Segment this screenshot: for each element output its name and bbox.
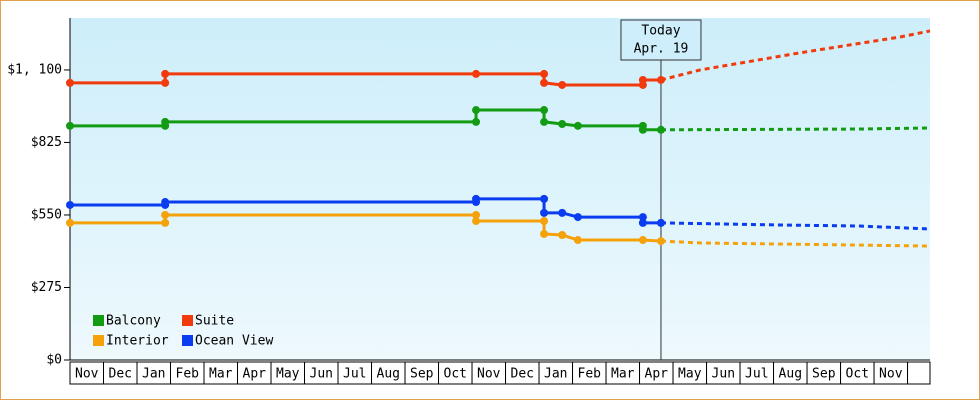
y-tick-label: $1, 100	[7, 62, 62, 77]
x-tick-label: Jun	[712, 367, 735, 382]
y-tick-label: $0	[46, 353, 62, 368]
point	[66, 200, 74, 209]
point	[540, 106, 549, 115]
x-tick-label: Nov	[477, 367, 501, 382]
point	[540, 229, 549, 238]
point	[161, 69, 170, 78]
point	[573, 236, 582, 245]
legend-label: Interior	[106, 334, 169, 349]
forecast-line	[660, 29, 931, 82]
point	[472, 106, 481, 115]
x-tick-label: Oct	[444, 367, 467, 382]
y-tick-label: $550	[31, 207, 62, 222]
x-tick-label: Oct	[846, 367, 869, 382]
x-tick-label: Dec	[109, 367, 132, 382]
x-tick-label: Nov	[75, 367, 99, 382]
point	[472, 117, 481, 126]
point	[472, 194, 481, 203]
point	[472, 210, 481, 219]
point	[540, 69, 549, 78]
x-tick-label: Jul	[745, 367, 768, 382]
point	[573, 121, 582, 130]
x-tick-label: Jan	[142, 367, 165, 382]
legend-swatch	[182, 315, 193, 326]
point	[472, 217, 481, 226]
legend-label: Suite	[195, 314, 234, 329]
x-tick-label: May	[276, 367, 300, 382]
point	[540, 217, 549, 226]
legend-swatch	[93, 315, 104, 326]
y-tick-label: $825	[31, 135, 62, 150]
point	[161, 210, 170, 219]
point	[161, 78, 170, 87]
forecast-line	[660, 239, 931, 248]
point	[558, 208, 567, 217]
x-tick-label: Apr	[645, 367, 669, 382]
x-tick-label: Mar	[611, 367, 635, 382]
forecast-line	[660, 126, 931, 132]
x-tick-label: Feb	[176, 367, 200, 382]
y-tick-label: $275	[31, 280, 62, 295]
point	[638, 218, 647, 227]
x-tick-label: Jun	[310, 367, 333, 382]
annotation: Today	[641, 24, 680, 39]
point	[656, 237, 665, 246]
x-tick-label: Dec	[511, 367, 534, 382]
point	[656, 75, 665, 84]
annotation: Apr. 19	[634, 42, 689, 57]
point	[540, 194, 549, 203]
x-tick-label: Feb	[578, 367, 602, 382]
x-tick-label: Sep	[410, 367, 434, 382]
x-tick-label: Aug	[377, 367, 400, 382]
point	[161, 117, 170, 126]
point	[638, 125, 647, 134]
x-tick-label: Nov	[879, 367, 903, 382]
plot-area	[70, 18, 930, 360]
legend-label: Ocean View	[195, 334, 273, 349]
point	[638, 213, 647, 222]
point	[638, 236, 647, 245]
point	[161, 218, 170, 227]
x-tick-label: May	[678, 367, 702, 382]
x-tick-label: Sep	[812, 367, 836, 382]
point	[540, 117, 549, 126]
legend-swatch	[182, 335, 193, 346]
x-tick-label: Jul	[343, 367, 366, 382]
point	[656, 218, 665, 227]
point	[472, 69, 481, 78]
forecast-line	[660, 221, 931, 231]
point	[540, 78, 549, 87]
x-tick-label: Mar	[209, 367, 233, 382]
x-tick-label: Aug	[779, 367, 802, 382]
point	[540, 208, 549, 217]
point	[66, 121, 74, 130]
legend-swatch	[93, 335, 104, 346]
legend-label: Balcony	[106, 314, 161, 329]
point	[638, 75, 647, 84]
point	[161, 198, 170, 207]
point	[573, 213, 582, 222]
point	[66, 218, 74, 227]
point	[558, 120, 567, 129]
point	[66, 78, 74, 87]
month-cell	[907, 361, 931, 385]
point	[558, 231, 567, 240]
x-tick-label: Apr	[243, 367, 267, 382]
point	[558, 80, 567, 89]
x-tick-label: Jan	[544, 367, 567, 382]
today-box	[620, 19, 702, 61]
point	[656, 125, 665, 134]
